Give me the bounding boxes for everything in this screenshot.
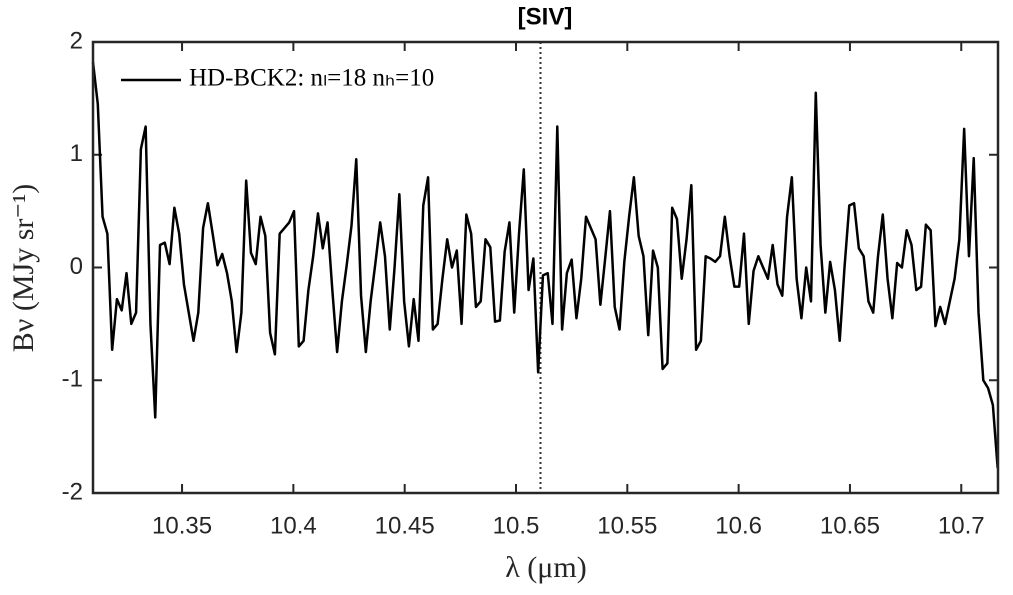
y-tick-label: -2 <box>62 478 83 505</box>
legend-label: HD-BCK2: nₗ=18 nₕ=10 <box>189 65 434 92</box>
y-axis-label: Bν (MJy sr⁻¹) <box>7 184 40 352</box>
x-tick-label: 10.5 <box>493 512 540 539</box>
y-tick-label: -1 <box>62 366 83 393</box>
chart-title: [SIV] <box>518 3 573 30</box>
y-tick-label: 1 <box>70 140 83 167</box>
x-tick-label: 10.7 <box>938 512 985 539</box>
x-tick-label: 10.4 <box>270 512 317 539</box>
plot-frame <box>91 40 1000 495</box>
x-axis-label: λ (μm) <box>505 551 586 584</box>
y-tick-label: 2 <box>70 27 83 54</box>
x-tick-label: 10.45 <box>375 512 435 539</box>
x-tick-label: 10.6 <box>715 512 762 539</box>
x-tick-label: 10.65 <box>820 512 880 539</box>
x-tick-label: 10.55 <box>597 512 657 539</box>
data-line <box>91 62 999 469</box>
y-tick-label: 0 <box>70 253 83 280</box>
x-tick-label: 10.35 <box>152 512 212 539</box>
